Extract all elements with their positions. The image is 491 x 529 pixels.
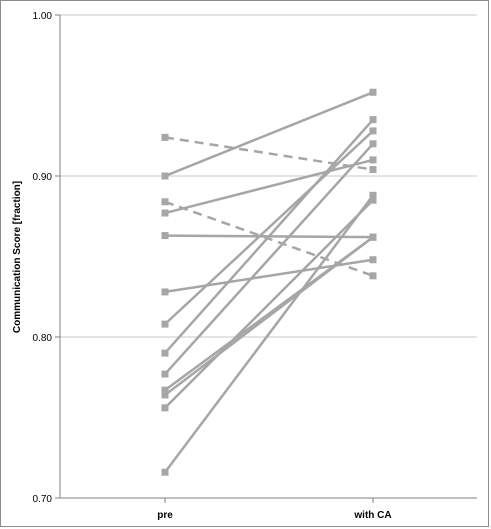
y-tick-label: 1.00 (33, 11, 53, 22)
series-layer (161, 88, 377, 476)
data-point (161, 198, 169, 206)
data-point (161, 386, 169, 394)
series-8 (161, 116, 377, 357)
series-line (164, 236, 374, 396)
series-3 (161, 88, 377, 180)
series-line (164, 199, 374, 409)
data-point (369, 256, 377, 264)
series-4 (161, 156, 377, 217)
data-point (161, 349, 169, 357)
x-tick-label: pre (157, 510, 173, 521)
series-line (164, 194, 374, 473)
series-line (164, 258, 374, 294)
series-line (164, 118, 374, 354)
data-point (161, 320, 169, 328)
y-tick-label: 0.70 (33, 494, 53, 505)
series-11 (161, 233, 377, 399)
data-point (369, 196, 377, 204)
series-9 (161, 140, 377, 378)
data-point (161, 370, 169, 378)
data-point (161, 391, 169, 399)
axes (55, 14, 477, 503)
data-point (369, 233, 377, 241)
series-line (164, 158, 374, 215)
data-point (161, 133, 169, 141)
data-point (161, 209, 169, 217)
data-point (369, 166, 377, 174)
data-point (369, 272, 377, 280)
y-axis-title: Communication Score [fraction] (12, 181, 23, 333)
series-1 (161, 133, 377, 174)
data-point (161, 288, 169, 296)
data-point (161, 172, 169, 180)
series-13 (161, 191, 377, 476)
data-point (161, 468, 169, 476)
x-tick-label: with CA (353, 510, 391, 521)
data-point (161, 404, 169, 412)
data-point (369, 140, 377, 148)
series-line (164, 130, 374, 326)
data-point (369, 116, 377, 124)
data-point (161, 232, 169, 240)
y-tick-label: 0.90 (33, 172, 53, 183)
y-tick-label: 0.80 (33, 333, 53, 344)
labels: 0.70 0.80 0.90 1.00 pre with CA (33, 11, 392, 521)
data-point (369, 127, 377, 135)
series-2 (161, 198, 377, 280)
data-point (369, 88, 377, 96)
data-point (369, 191, 377, 199)
series-line (164, 136, 374, 171)
series-6 (161, 256, 377, 296)
series-line (164, 91, 374, 178)
series-7 (161, 127, 377, 328)
series-12 (161, 196, 377, 412)
series-line (164, 142, 374, 375)
data-point (369, 156, 377, 164)
gridlines (60, 14, 477, 338)
